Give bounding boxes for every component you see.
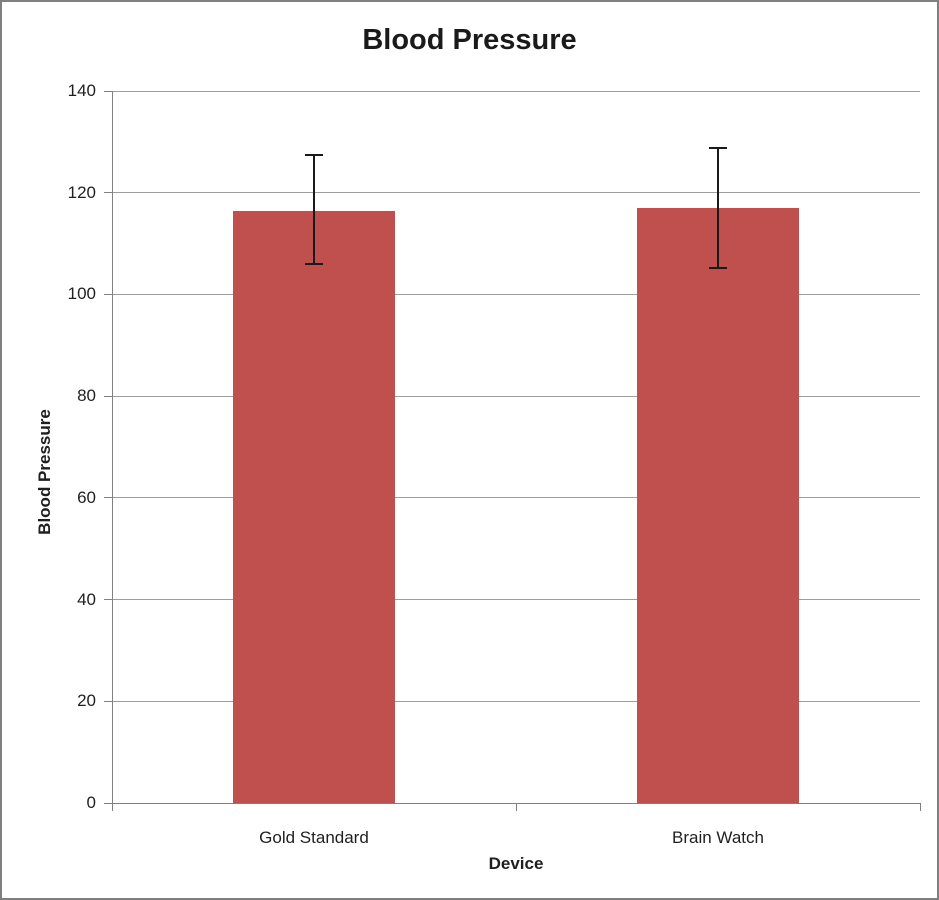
category-label: Brain Watch xyxy=(672,828,764,847)
y-tick-mark xyxy=(104,90,112,92)
y-tick-mark xyxy=(104,599,112,601)
x-axis-title: Device xyxy=(488,854,544,873)
y-tick-label: 80 xyxy=(77,386,96,406)
error-bar-line xyxy=(717,147,719,268)
error-bar-cap-top xyxy=(709,146,727,149)
y-tick-label: 140 xyxy=(67,81,96,100)
y-axis-title: Blood Pressure xyxy=(35,409,54,535)
x-tick-mark xyxy=(112,804,113,811)
gridline xyxy=(112,192,920,194)
y-tick-mark xyxy=(104,802,112,804)
gridline xyxy=(112,90,920,92)
category-label: Gold Standard xyxy=(259,828,369,847)
x-tick-mark xyxy=(920,804,921,811)
y-tick-label: 120 xyxy=(67,182,96,202)
y-tick-label: 60 xyxy=(77,487,96,507)
y-tick-mark xyxy=(104,700,112,702)
error-bar-cap-bottom xyxy=(305,262,323,265)
error-bar-cap-top xyxy=(305,153,323,156)
y-axis-line xyxy=(112,91,113,803)
y-tick-mark xyxy=(104,497,112,499)
x-tick-mark xyxy=(516,804,517,811)
bar-brain-watch xyxy=(637,207,799,803)
y-tick-mark xyxy=(104,293,112,295)
y-tick-mark xyxy=(104,192,112,194)
bar-gold-standard xyxy=(233,210,395,803)
gridline xyxy=(112,700,920,702)
x-axis-line xyxy=(112,803,921,804)
y-tick-label: 20 xyxy=(77,691,96,711)
y-tick-mark xyxy=(104,395,112,397)
chart-title: Blood Pressure xyxy=(362,24,577,56)
y-tick-label: 40 xyxy=(77,589,96,609)
y-tick-label: 0 xyxy=(86,793,96,812)
gridline xyxy=(112,293,920,295)
gridline xyxy=(112,599,920,601)
gridline xyxy=(112,497,920,499)
gridline xyxy=(112,395,920,397)
error-bar-line xyxy=(313,154,315,264)
y-tick-label: 100 xyxy=(67,284,96,304)
error-bar-cap-bottom xyxy=(709,266,727,269)
